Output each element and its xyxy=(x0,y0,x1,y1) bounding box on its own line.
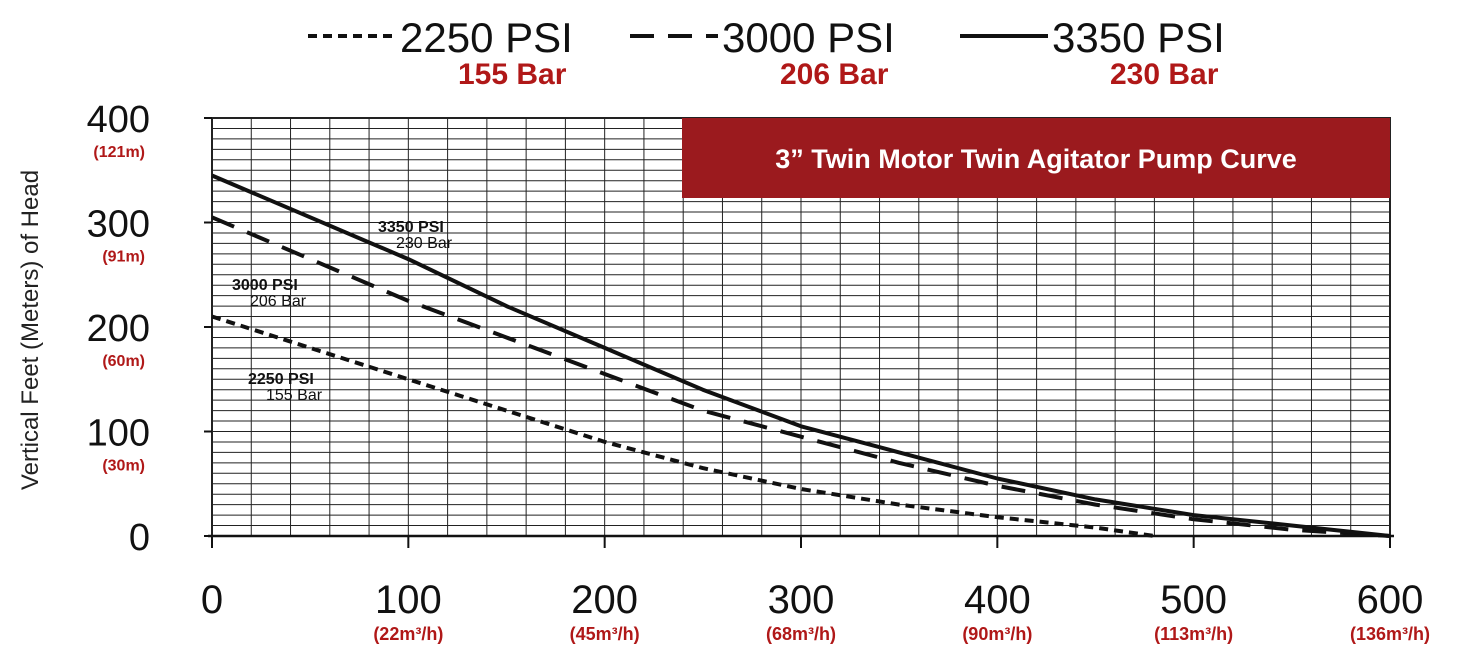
x-tick-sublabel: (45m³/h) xyxy=(570,624,640,644)
curve-label-psi: 2250 PSI xyxy=(248,371,314,388)
series-lines xyxy=(211,173,1391,538)
curve-label-psi: 3000 PSI xyxy=(232,277,298,294)
curve-label-psi: 3350 PSI xyxy=(378,219,444,236)
y-tick-label: 0 xyxy=(129,517,150,559)
y-tick-sublabel: (121m) xyxy=(93,144,145,161)
legend-series-bar: 155 Bar xyxy=(458,58,567,91)
y-tick-sublabel: (30m) xyxy=(102,458,145,475)
x-tick-sublabel: (90m³/h) xyxy=(962,624,1032,644)
chart-title: 3” Twin Motor Twin Agitator Pump Curve xyxy=(775,144,1297,174)
y-tick-sublabel: (60m) xyxy=(102,353,145,370)
y-tick-sublabel: (91m) xyxy=(102,249,145,266)
x-axis: 0 100(22m³/h) 200(45m³/h) 300(68m³/h) 400(90… xyxy=(201,536,1430,644)
x-tick-sublabel: (136m³/h) xyxy=(1350,624,1430,644)
x-tick-label: 100 xyxy=(375,578,442,622)
series-line-2250-psi xyxy=(211,314,1155,538)
chart-title-background xyxy=(682,118,1390,198)
curve-label-bar: 230 Bar xyxy=(396,235,453,252)
legend-series-bar: 230 Bar xyxy=(1110,58,1219,91)
curve-label-bar: 206 Bar xyxy=(250,293,307,310)
y-tick-label: 200 xyxy=(87,308,150,350)
x-tick-label: 600 xyxy=(1357,578,1424,622)
legend-series-name: 2250 PSI xyxy=(400,14,573,61)
y-tick-label: 100 xyxy=(87,413,150,455)
y-axis-label: Vertical Feet (Meters) of Head xyxy=(17,170,44,490)
y-tick-label: 300 xyxy=(87,204,150,246)
x-tick-label: 400 xyxy=(964,578,1031,622)
y-tick-label: 400 xyxy=(87,99,150,141)
x-tick-label: 0 xyxy=(201,578,223,622)
x-tick-label: 300 xyxy=(768,578,835,622)
series-line-3350-psi xyxy=(211,173,1391,538)
y-axis: 0 100 (30m) 200 (60m) 300 (91m) 400 (121m) xyxy=(87,99,212,559)
x-tick-label: 500 xyxy=(1160,578,1227,622)
x-tick-sublabel: (22m³/h) xyxy=(373,624,443,644)
curve-label-bar: 155 Bar xyxy=(266,387,323,404)
legend-series-name: 3000 PSI xyxy=(722,14,895,61)
chart-title-box: 3” Twin Motor Twin Agitator Pump Curve xyxy=(682,118,1390,198)
x-tick-label: 200 xyxy=(571,578,638,622)
series-line-3000-psi xyxy=(211,215,1391,538)
x-tick-sublabel: (68m³/h) xyxy=(766,624,836,644)
legend-series-name: 3350 PSI xyxy=(1052,14,1225,61)
legend-series-bar: 206 Bar xyxy=(780,58,889,91)
x-tick-sublabel: (113m³/h) xyxy=(1154,624,1233,644)
